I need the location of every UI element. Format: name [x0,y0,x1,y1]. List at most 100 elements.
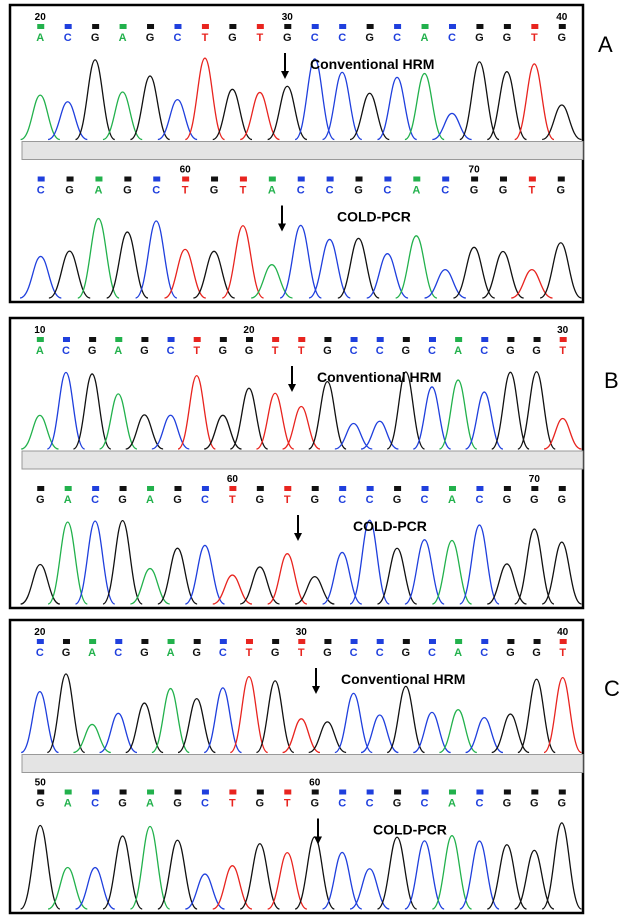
peak [283,719,320,753]
base-marker [147,24,154,29]
peak [439,380,476,449]
base-call: G [36,494,45,506]
base-call: G [530,798,539,810]
position-number: 30 [282,12,294,23]
track-title: Conventional HRM [341,671,465,687]
base-marker [284,790,291,795]
base-call: G [123,185,132,197]
peak [432,113,471,139]
base-call: A [421,32,429,44]
peak [213,89,252,139]
base-call: C [421,798,429,810]
base-marker [560,337,567,342]
base-marker [229,486,236,491]
base-marker [529,177,536,182]
base-call: G [556,185,565,197]
base-marker [312,24,319,29]
base-marker [449,486,456,491]
base-call: G [532,345,541,357]
position-number: 60 [180,165,192,176]
base-call: T [298,345,305,357]
peak [130,76,169,140]
peak [158,100,197,140]
base-call: G [256,494,265,506]
base-call: G [365,32,374,44]
peak [230,388,267,449]
base-call: A [412,185,420,197]
base-call: A [88,647,96,659]
base-marker [339,486,346,491]
base-marker [174,24,181,29]
arrow-head [281,71,289,79]
base-call: T [246,647,253,659]
base-call: C [201,798,209,810]
peak [295,837,334,909]
base-call: G [228,32,237,44]
position-number: 30 [296,627,308,638]
peak [309,722,346,753]
position-number: 20 [34,627,46,638]
base-marker [394,486,401,491]
base-marker [115,337,122,342]
base-call: C [393,32,401,44]
base-call: C [219,647,227,659]
peak [460,62,499,140]
base-marker [257,486,264,491]
base-call: C [376,345,384,357]
base-call: C [376,647,384,659]
base-marker [257,790,264,795]
base-call: T [531,32,538,44]
position-number: 70 [529,474,541,485]
base-call: G [475,32,484,44]
base-marker [174,486,181,491]
peak [21,95,60,139]
base-call: T [284,798,291,810]
base-marker [394,790,401,795]
arrow-head [294,533,302,541]
panel-label: C [604,676,620,701]
base-marker [246,639,253,644]
base-call: G [323,345,332,357]
base-call: G [558,32,567,44]
base-marker [153,177,160,182]
base-call: T [559,345,566,357]
peak [387,686,424,752]
position-number: 70 [469,165,481,176]
base-call: C [338,32,346,44]
peak [152,415,189,449]
base-call: C [167,345,175,357]
peak [487,564,526,604]
base-marker [324,639,331,644]
base-call: T [284,494,291,506]
base-call: G [530,494,539,506]
base-marker [220,337,227,342]
base-marker [476,24,483,29]
peak [268,554,307,604]
peak [542,823,581,909]
position-number: 60 [309,778,321,789]
base-marker [481,639,488,644]
base-marker [95,177,102,182]
base-marker [37,790,44,795]
position-number: 40 [557,627,569,638]
base-call: T [229,798,236,810]
peak [136,221,177,298]
base-marker [120,486,127,491]
base-marker [284,486,291,491]
base-call: G [558,494,567,506]
base-call: G [219,345,228,357]
base-marker [65,486,72,491]
base-marker [351,337,358,342]
peak [482,252,523,298]
base-marker [403,337,410,342]
base-marker [115,639,122,644]
base-marker [37,639,44,644]
base-call: C [475,494,483,506]
base-call: G [558,798,567,810]
base-call: A [454,647,462,659]
base-call: T [559,647,566,659]
peak [103,521,142,604]
peak [350,869,389,909]
base-marker [481,337,488,342]
base-marker [351,639,358,644]
